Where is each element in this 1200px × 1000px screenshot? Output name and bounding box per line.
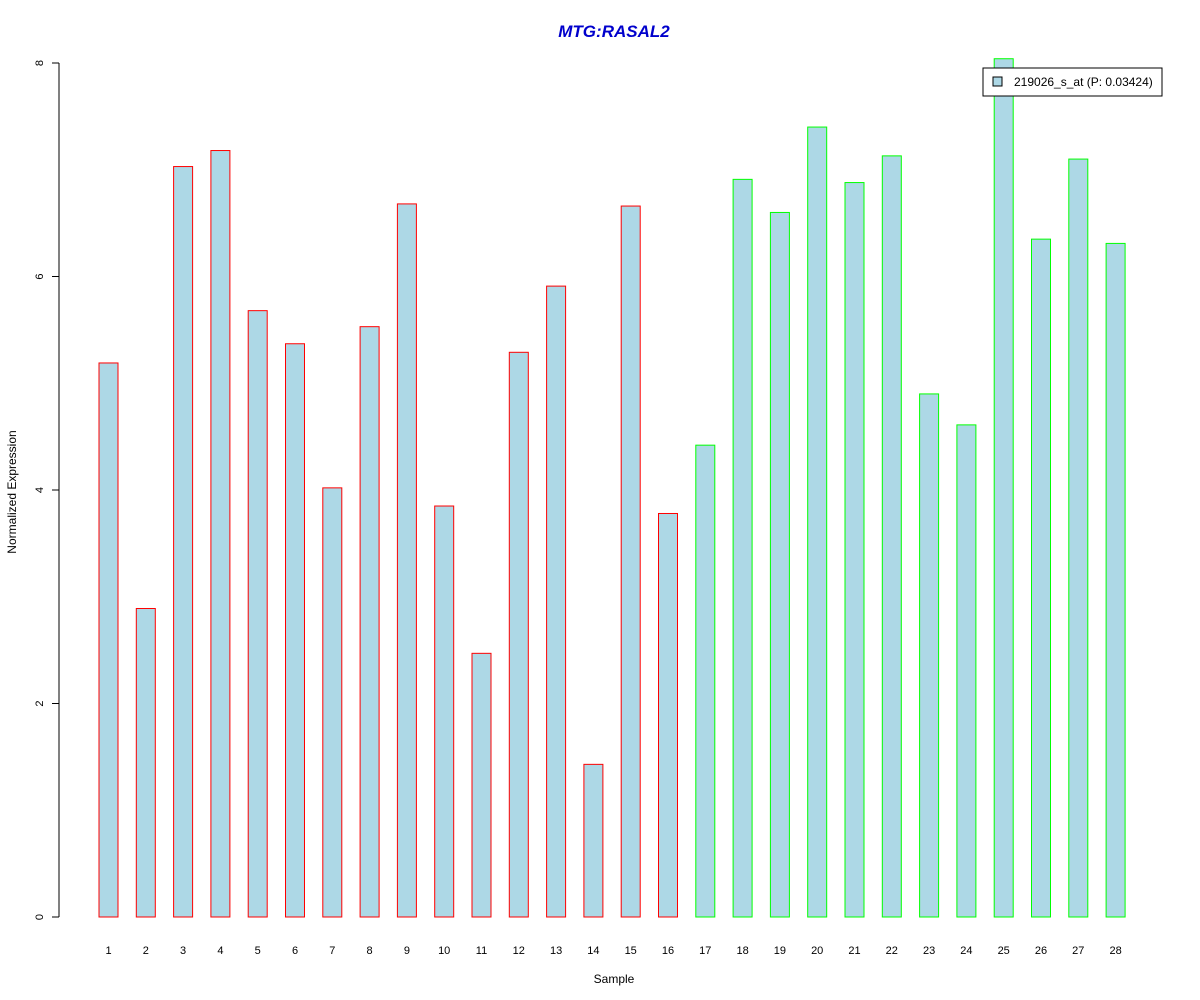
- x-tick-label: 17: [699, 945, 711, 957]
- bar-sample-8: [359, 326, 380, 918]
- chart-title: MTG:RASAL2: [558, 22, 670, 41]
- x-tick-label: 5: [255, 945, 261, 957]
- bar-sample-6: [285, 343, 305, 918]
- bar-sample-11: [471, 652, 492, 918]
- x-tick-label: 19: [774, 945, 786, 957]
- y-tick-label: 8: [34, 60, 46, 66]
- bar-sample-22: [881, 155, 902, 918]
- x-tick-label: 25: [998, 945, 1010, 957]
- bar-sample-3: [173, 166, 194, 918]
- x-tick-label: 14: [587, 945, 599, 957]
- bar-sample-12: [508, 351, 529, 918]
- bar-sample-26: [1031, 238, 1051, 918]
- x-tick-label: 3: [180, 945, 186, 957]
- bar-sample-25: [993, 58, 1014, 918]
- x-tick-label: 13: [550, 945, 562, 957]
- x-tick-label: 26: [1035, 945, 1047, 957]
- x-tick-label: 18: [736, 945, 748, 957]
- bar-sample-28: [1105, 242, 1126, 918]
- bars: [98, 58, 1126, 918]
- x-tick-label: 23: [923, 945, 935, 957]
- x-tick-label: 22: [886, 945, 898, 957]
- y-tick-label: 2: [34, 700, 46, 706]
- bar-sample-27: [1068, 158, 1089, 918]
- bar-sample-4: [210, 150, 231, 918]
- x-tick-label: 4: [217, 945, 223, 957]
- x-tick-label: 1: [105, 945, 111, 957]
- y-tick-label: 4: [34, 487, 46, 493]
- legend-box: [982, 67, 1163, 97]
- bar-sample-18: [732, 178, 753, 918]
- bar-sample-15: [620, 205, 641, 918]
- x-tick-label: 20: [811, 945, 823, 957]
- x-tick-label: 8: [367, 945, 373, 957]
- bar-sample-16: [658, 512, 678, 918]
- x-tick-label: 2: [143, 945, 149, 957]
- bar-sample-9: [396, 203, 417, 918]
- bar-sample-21: [844, 182, 865, 918]
- x-tick-labels: 1 2 3 4 5 6 7 8 9 10 11 12 13 14 15 16 17 18 19 20 21 22 23 24 2…: [105, 945, 1121, 957]
- x-axis-label: Sample: [594, 972, 635, 986]
- bar-sample-17: [695, 444, 716, 918]
- bar-sample-5: [247, 310, 268, 918]
- x-tick-label: 27: [1072, 945, 1084, 957]
- y-tick-label: 0: [34, 914, 46, 920]
- bar-sample-23: [919, 393, 940, 918]
- legend-label: 219026_s_at (P: 0.03424): [1014, 75, 1153, 89]
- x-tick-label: 12: [513, 945, 525, 957]
- bar-sample-20: [807, 126, 828, 918]
- x-tick-label: 6: [292, 945, 298, 957]
- x-tick-label: 21: [848, 945, 860, 957]
- bar-sample-2: [135, 607, 156, 918]
- x-tick-label: 11: [476, 945, 487, 957]
- x-tick-label: 7: [329, 945, 335, 957]
- x-tick-label: 24: [960, 945, 972, 957]
- x-tick-label: 15: [625, 945, 637, 957]
- legend-swatch: [992, 76, 1003, 87]
- y-axis: 0 2 4 6 8: [34, 60, 60, 920]
- y-axis-label: Normalized Expression: [5, 430, 19, 553]
- bar-sample-14: [583, 763, 604, 918]
- legend: 219026_s_at (P: 0.03424): [982, 67, 1163, 97]
- x-tick-label: 28: [1109, 945, 1121, 957]
- x-tick-label: 9: [404, 945, 410, 957]
- bar-sample-19: [769, 211, 790, 918]
- x-tick-label: 10: [438, 945, 450, 957]
- y-tick-label: 6: [34, 273, 46, 279]
- x-tick-label: 16: [662, 945, 674, 957]
- bar-sample-24: [956, 424, 977, 918]
- bar-sample-7: [322, 487, 343, 918]
- bar-sample-1: [98, 362, 119, 918]
- bar-sample-10: [434, 505, 455, 918]
- bar-sample-13: [546, 285, 567, 918]
